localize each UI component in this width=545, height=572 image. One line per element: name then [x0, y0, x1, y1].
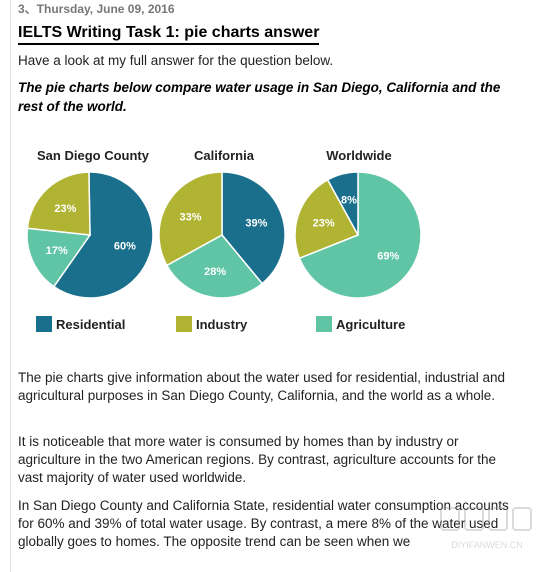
legend-item-agriculture: Agriculture	[316, 316, 405, 332]
pie-title-california: California	[194, 148, 254, 163]
pie-label-2-residential: 8%	[341, 195, 357, 207]
answer-paragraph-3: In San Diego County and California State…	[18, 498, 509, 549]
answer-paragraph-1: The pie charts give information about th…	[18, 370, 506, 403]
legend-label-residential: Residential	[56, 316, 126, 332]
pie-label-2-industry: 23%	[313, 218, 335, 230]
answer-paragraph-2: It is noticeable that more water is cons…	[18, 434, 496, 485]
intro-text: Have a look at my full answer for the qu…	[18, 53, 334, 68]
pie-label-2-agriculture: 69%	[377, 251, 399, 263]
legend-swatch-agriculture	[316, 316, 332, 332]
legend-swatch-residential	[36, 316, 52, 332]
legend-label-agriculture: Agriculture	[336, 316, 406, 332]
pie-label-0-industry: 23%	[54, 203, 76, 215]
pie-label-0-agriculture: 17%	[46, 245, 68, 257]
pie-slice-2-agriculture	[298, 171, 422, 299]
left-rule	[10, 0, 11, 572]
pie-label-1-agriculture: 28%	[204, 266, 226, 278]
post-date: 3、Thursday, June 09, 2016	[18, 2, 175, 16]
pie-slice-1-industry	[158, 171, 223, 267]
pie-slice-0-residential	[52, 171, 154, 299]
post-title[interactable]: IELTS Writing Task 1: pie charts answer	[18, 24, 320, 45]
legend-label-industry: Industry	[196, 316, 248, 332]
pie-slice-2-residential	[326, 171, 359, 236]
pie-title-worldwide: Worldwide	[326, 148, 392, 163]
pie-slice-2-industry	[294, 178, 360, 260]
question-text: The pie charts below compare water usage…	[18, 80, 501, 114]
legend-item-residential: Residential	[36, 316, 125, 332]
pie-slice-1-agriculture	[165, 234, 264, 299]
pie-slice-0-industry	[26, 171, 91, 236]
pie-title-san-diego: San Diego County	[37, 148, 149, 163]
pie-label-1-residential: 39%	[245, 218, 267, 230]
pie-label-1-industry: 33%	[180, 211, 202, 223]
pie-charts-svg: 60% 17% 23% 39% 28% 33% 69% 23% 8%	[26, 171, 422, 299]
legend-swatch-industry	[176, 316, 192, 332]
legend-item-industry: Industry	[176, 316, 247, 332]
pie-slice-1-residential	[221, 171, 286, 285]
pie-slice-0-agriculture	[26, 227, 92, 288]
pie-label-0-residential: 60%	[114, 241, 136, 253]
pie-charts-figure: San Diego County California Worldwide 60…	[18, 140, 438, 350]
